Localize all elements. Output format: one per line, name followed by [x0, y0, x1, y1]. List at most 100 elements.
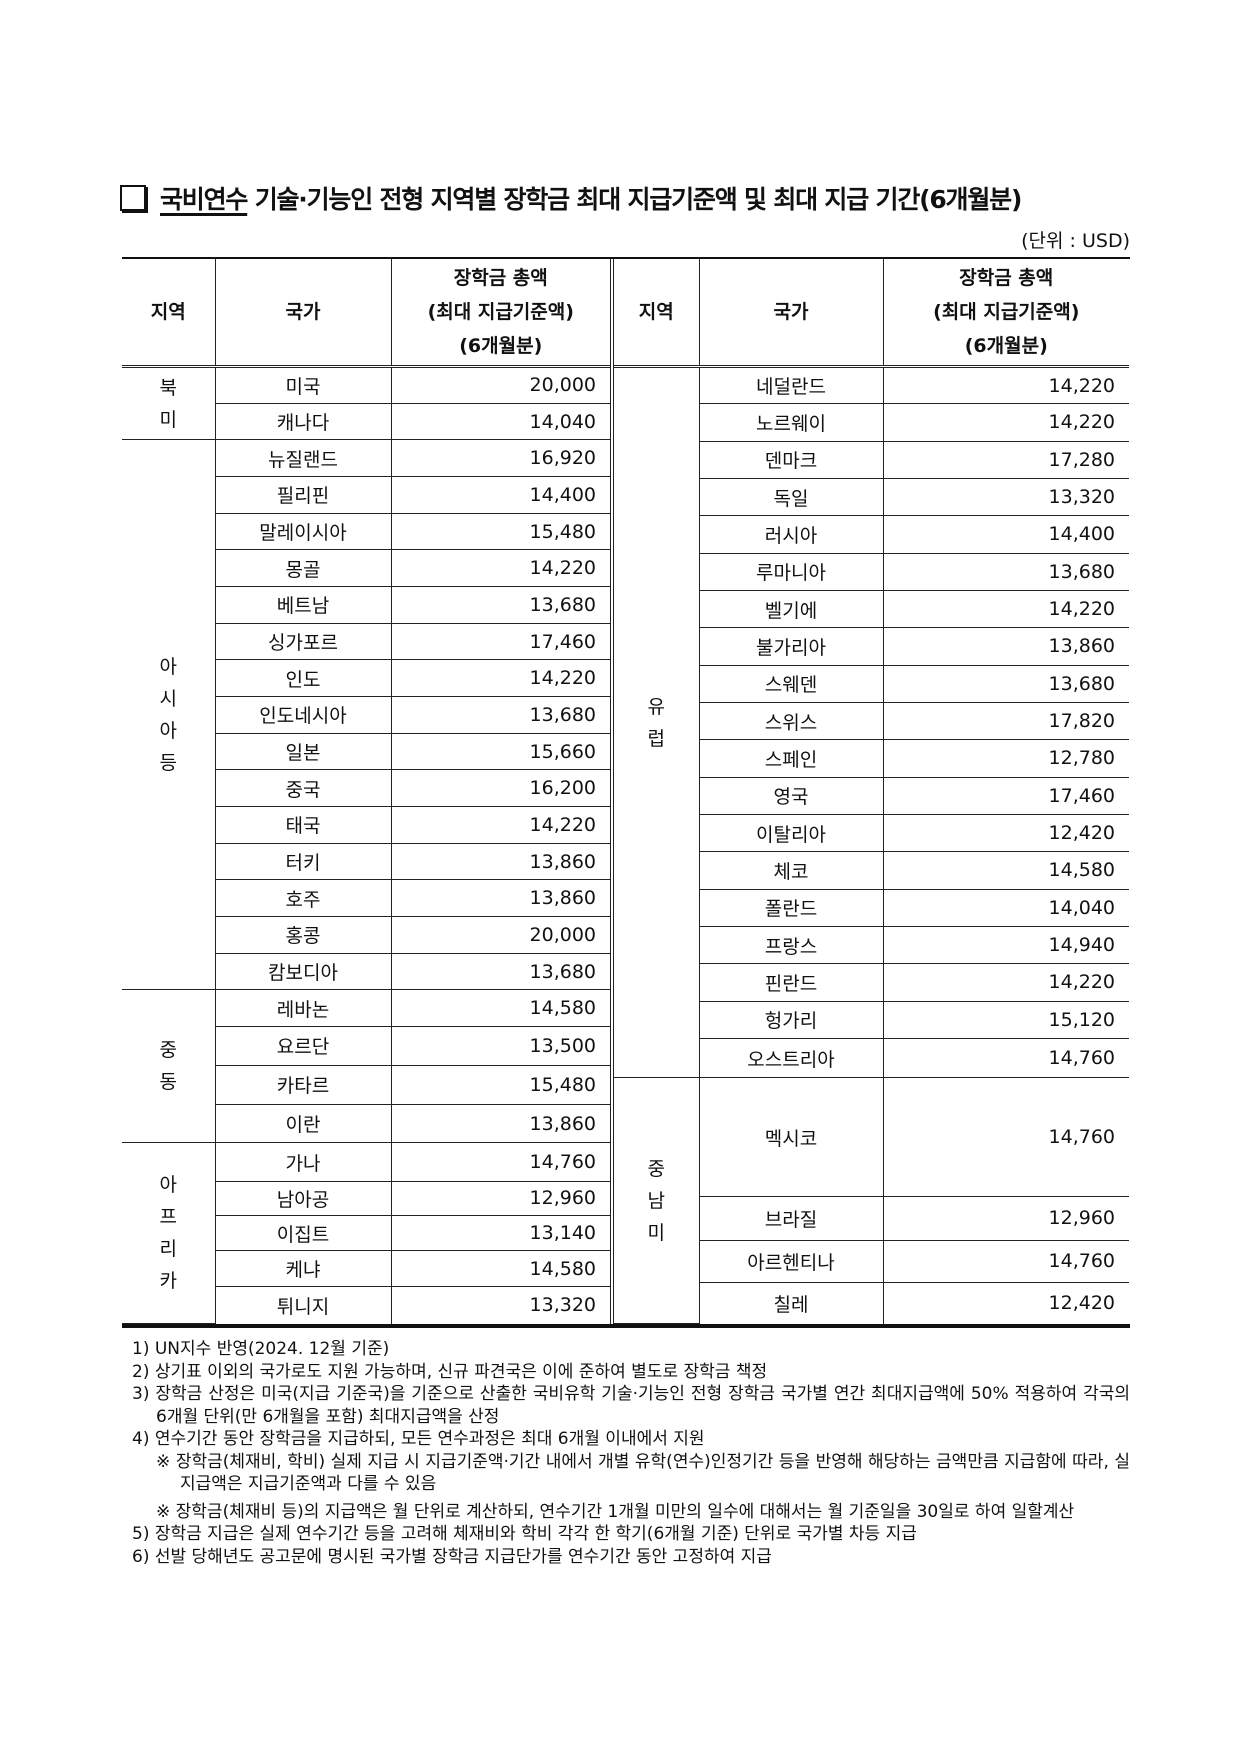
- country-cell: 케냐: [215, 1250, 392, 1287]
- amount-cell: 13,680: [882, 552, 1129, 591]
- country-cell: 가나: [214, 1142, 392, 1183]
- scholarship-table-right: 지역 국가 장학금 총액 (최대 지급기준액) (6개월분) 유럽 네덜란드 14,22…: [614, 259, 1129, 1324]
- table-row: 북미 미국 20,000: [122, 365, 613, 441]
- amount-cell: 14,400: [390, 476, 613, 514]
- amount-cell: 14,760: [390, 1142, 613, 1183]
- amount-cell: 12,420: [882, 813, 1129, 853]
- sub-note: ※ 장학금(체재비, 학비) 실제 지급 시 지급기준액·기간 내에서 개별 유…: [156, 1451, 1130, 1495]
- amount-cell: 12,420: [882, 1282, 1129, 1324]
- country-cell: 레바논: [214, 989, 392, 1028]
- scholarship-table: 지역 국가 장학금 총액 (최대 지급기준액) (6개월분) 북미 미국 20,000 캐…: [122, 257, 1130, 1328]
- amount-cell: 15,480: [390, 1064, 613, 1105]
- region-label: 아시아 등: [159, 655, 177, 774]
- country-cell: 오스트리아: [698, 1037, 884, 1079]
- table-row: 말레이시아 15,480: [122, 512, 613, 551]
- country-cell: 불가리아: [698, 627, 884, 666]
- amount-cell: 17,460: [390, 622, 613, 661]
- country-cell: 미국: [214, 366, 392, 404]
- amount-cell: 12,780: [882, 739, 1129, 778]
- amount-cell: 14,400: [882, 515, 1129, 554]
- table-row: 튀니지 13,320: [122, 1286, 613, 1324]
- table-row: 몽골 14,220: [122, 549, 613, 588]
- amount-cell: 20,000: [390, 366, 613, 404]
- amount-cell: 13,320: [390, 1286, 613, 1324]
- table-row: 불가리아 13,860: [614, 627, 1129, 666]
- table-row: 덴마크 17,280: [614, 440, 1129, 479]
- table-row: 중국 16,200: [122, 769, 613, 808]
- country-cell: 프랑스: [698, 925, 884, 965]
- table-row: 이탈리아 12,420: [614, 813, 1129, 853]
- unit-label: (단위 : USD): [1021, 230, 1130, 252]
- amount-cell: 13,860: [390, 1103, 613, 1144]
- region-label: 아프리카: [159, 1174, 177, 1293]
- footnote: 1) UN지수 반영(2024. 12월 기준): [132, 1339, 390, 1359]
- table-row: 루마니아 13,680: [614, 552, 1129, 591]
- table-row: 독일 13,320: [614, 477, 1129, 517]
- table-row: 오스트리아 14,760: [614, 1037, 1129, 1079]
- table-row: 프랑스 14,940: [614, 925, 1129, 965]
- amount-cell: 14,220: [390, 549, 613, 588]
- amount-cell: 14,760: [882, 1077, 1129, 1197]
- amount-cell: 13,320: [882, 477, 1129, 517]
- page-title: 국비연수 기술·기능인 전형 지역별 장학금 최대 지급기준액 및 최대 지급 …: [120, 180, 1022, 216]
- table-row: 인도네시아 13,680: [122, 696, 613, 734]
- amount-cell: 14,940: [882, 925, 1129, 965]
- table-row: 체코 14,580: [614, 851, 1129, 890]
- header-country: 국가: [214, 259, 392, 368]
- region-cell: 아프리카: [122, 1142, 216, 1324]
- country-cell: 스페인: [698, 739, 884, 778]
- amount-cell: 17,280: [882, 440, 1129, 479]
- table-row: 헝가리 15,120: [614, 1000, 1129, 1039]
- country-cell: 칠레: [698, 1282, 884, 1324]
- table-row: 아르헨티나 14,760: [614, 1239, 1129, 1284]
- country-cell: 호주: [215, 879, 392, 918]
- country-cell: 말레이시아: [215, 512, 392, 551]
- country-cell: 캐나다: [215, 402, 392, 441]
- table-row: 스웨덴 13,680: [614, 664, 1129, 703]
- amount-cell: 14,760: [882, 1239, 1129, 1284]
- amount-cell: 12,960: [390, 1181, 613, 1216]
- country-cell: 일본: [215, 732, 392, 771]
- amount-cell: 16,920: [390, 439, 613, 478]
- amount-cell: 13,860: [390, 879, 613, 918]
- header-region: 지역: [614, 259, 700, 368]
- country-cell: 뉴질랜드: [214, 439, 392, 478]
- amount-cell: 17,820: [882, 701, 1129, 741]
- amount-cell: 14,220: [882, 365, 1129, 405]
- country-cell: 카타르: [215, 1064, 392, 1105]
- country-cell: 러시아: [698, 515, 884, 554]
- table-row: 일본 15,660: [122, 732, 613, 771]
- country-cell: 남아공: [215, 1181, 392, 1216]
- table-row: 스페인 12,780: [614, 739, 1129, 778]
- table-row: 중동 레바논 14,580: [122, 989, 613, 1144]
- table-row: 노르웨이 14,220: [614, 403, 1129, 442]
- country-cell: 중국: [215, 769, 392, 808]
- country-cell: 브라질: [698, 1195, 884, 1241]
- table-row: 핀란드 14,220: [614, 963, 1129, 1002]
- amount-cell: 13,680: [390, 586, 613, 624]
- region-label: 중동: [159, 1039, 177, 1094]
- region-cell: 북미: [122, 365, 216, 441]
- country-cell: 홍콩: [215, 916, 392, 954]
- country-cell: 덴마크: [698, 440, 884, 479]
- table-row: 폴란드 14,040: [614, 888, 1129, 927]
- table-row: 이집트 13,140: [122, 1214, 613, 1252]
- amount-cell: 14,580: [390, 989, 613, 1028]
- amount-cell: 17,460: [882, 776, 1129, 815]
- table-row: 베트남 13,680: [122, 586, 613, 624]
- country-cell: 이탈리아: [698, 813, 884, 853]
- country-cell: 독일: [698, 477, 884, 517]
- header-region: 지역: [122, 259, 216, 368]
- scholarship-table-left: 지역 국가 장학금 총액 (최대 지급기준액) (6개월분) 북미 미국 20,000 캐…: [122, 259, 614, 1324]
- amount-cell: 14,760: [882, 1037, 1129, 1079]
- country-cell: 몽골: [215, 549, 392, 588]
- country-cell: 폴란드: [698, 888, 884, 927]
- amount-cell: 13,500: [390, 1026, 613, 1066]
- amount-cell: 14,040: [882, 888, 1129, 927]
- region-label: 유럽: [647, 695, 665, 750]
- amount-cell: 13,680: [390, 952, 613, 991]
- country-cell: 필리핀: [215, 476, 392, 514]
- footnote: 6) 선발 당해년도 공고문에 명시된 국가별 장학금 지급단가를 연수기간 동…: [132, 1546, 772, 1567]
- country-cell: 영국: [698, 776, 884, 815]
- country-cell: 태국: [215, 806, 392, 844]
